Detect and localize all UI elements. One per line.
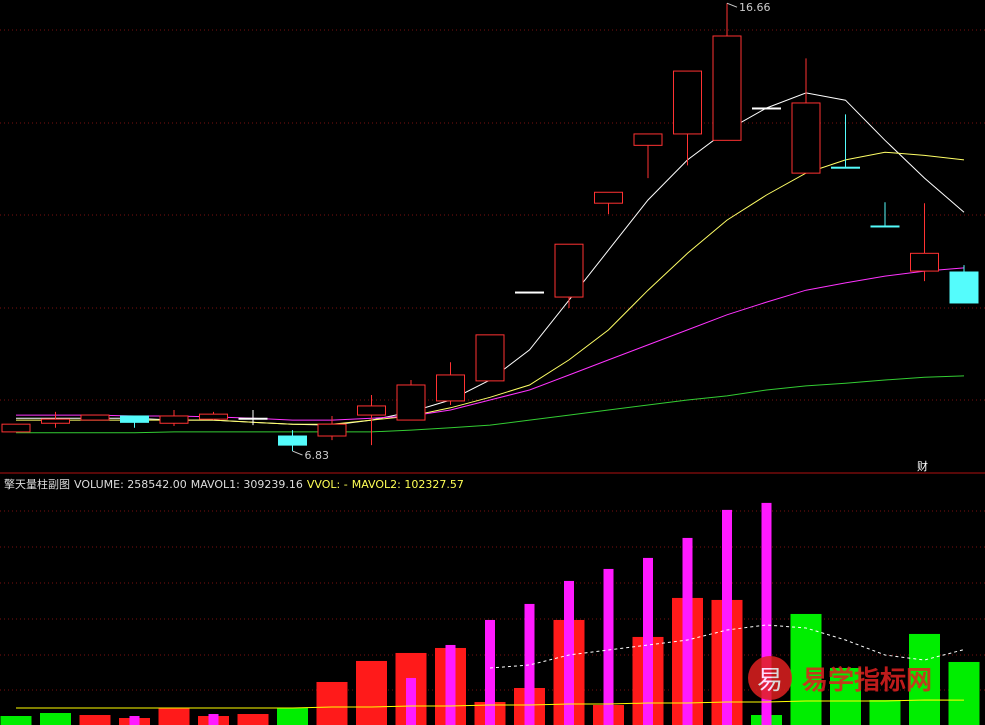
readout: VOLUME: 258542.00	[74, 478, 187, 491]
max-pointer	[726, 2, 738, 8]
candle-body	[515, 291, 544, 294]
line-series	[16, 699, 965, 709]
line-series	[16, 375, 965, 434]
candle-body	[752, 107, 781, 110]
volume-bar	[790, 613, 822, 725]
volume-bar	[158, 707, 190, 725]
candle-body	[554, 243, 584, 298]
volume-bar	[643, 557, 653, 725]
volume-bar	[208, 714, 219, 725]
volume-bar	[277, 707, 308, 725]
candle-body	[475, 334, 505, 382]
candle-body	[791, 102, 821, 174]
readout: VVOL: -	[306, 478, 348, 491]
min-pointer	[292, 450, 303, 456]
candle-body	[159, 415, 189, 424]
candle-body	[396, 384, 426, 421]
volume-bar	[40, 713, 71, 725]
volume-bar	[869, 699, 901, 725]
volume-bar	[909, 633, 940, 725]
max-label: 16.66	[739, 1, 771, 14]
volume-bar	[761, 502, 772, 725]
candle-body	[41, 418, 70, 424]
candle-body	[1, 423, 31, 433]
volume-bar	[722, 509, 732, 725]
candle-body	[594, 191, 623, 204]
candle-body	[199, 413, 228, 420]
candle-body	[436, 374, 465, 402]
event-marker: 财	[917, 459, 928, 473]
volume-bar	[564, 580, 574, 725]
candle-body	[238, 417, 268, 420]
volume-bar	[0, 716, 32, 725]
watermark-logo: 易	[748, 656, 792, 700]
volume-bar	[603, 568, 614, 725]
volume-bar	[524, 603, 535, 725]
volume-bar	[129, 716, 140, 725]
readout: MAVOL2: 102327.57	[351, 478, 464, 491]
volume-bar	[830, 667, 861, 725]
candle-body	[357, 405, 386, 416]
volume-bar	[948, 661, 980, 725]
candle-body	[910, 252, 939, 272]
candle-body	[633, 133, 663, 146]
candle-body	[949, 271, 979, 304]
volume-bar	[682, 537, 693, 725]
candle-body	[870, 225, 900, 228]
candle-body	[317, 423, 347, 437]
watermark-text: 易学指标网	[802, 665, 933, 696]
volume-bar	[237, 714, 269, 725]
volume-bar	[406, 677, 416, 725]
indicator-title: 擎天量柱副图	[4, 478, 70, 491]
candle-body	[673, 70, 702, 135]
candle-body	[120, 415, 149, 423]
watermark: 易 易学指标网	[748, 656, 932, 700]
volume-bar	[356, 660, 387, 725]
candle-body	[712, 35, 742, 141]
line-series	[489, 624, 965, 669]
candle-body	[831, 166, 860, 169]
volume-bar	[316, 681, 348, 725]
indicator-header: 擎天量柱副图 VOLUME: 258542.00 MAVOL1: 309239.16…	[4, 476, 468, 492]
volume-bar	[485, 619, 495, 725]
line-series	[16, 151, 965, 425]
volume-bar	[79, 715, 111, 725]
min-label: 6.83	[305, 449, 330, 462]
volume-bar	[445, 644, 456, 725]
candle-body	[278, 435, 307, 446]
readout: MAVOL1: 309239.16	[190, 478, 303, 491]
candle-body	[80, 414, 110, 421]
